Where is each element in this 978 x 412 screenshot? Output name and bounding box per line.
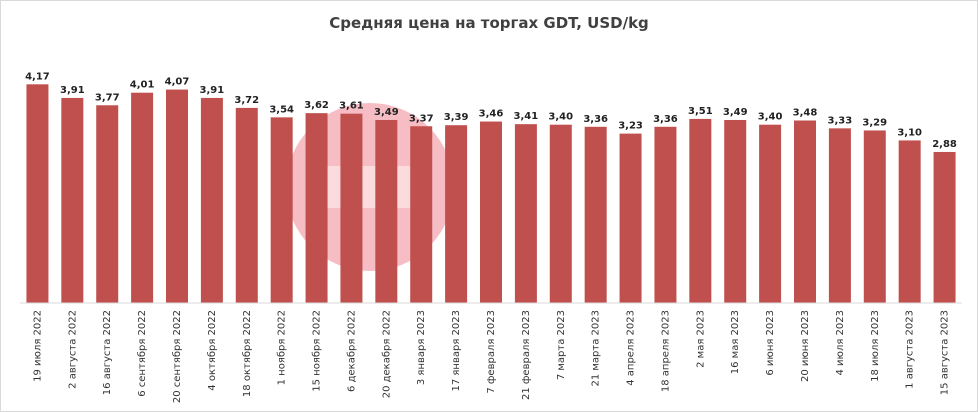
bar — [166, 89, 188, 303]
category-label: 21 марта 2023 — [591, 310, 602, 387]
category-label: 19 июля 2022 — [32, 310, 43, 382]
category-label: 16 мая 2023 — [730, 310, 741, 374]
category-label: 18 апреля 2023 — [660, 310, 671, 392]
bar — [689, 118, 712, 303]
bar-value-label: 4,07 — [165, 77, 190, 88]
category-label: 4 октября 2022 — [207, 310, 218, 391]
bar — [584, 126, 607, 303]
category-label: 2 мая 2023 — [695, 310, 706, 368]
bar — [340, 113, 363, 304]
category-label: 6 сентября 2022 — [137, 310, 148, 397]
bar — [375, 119, 398, 303]
bar-value-label: 4,01 — [130, 80, 155, 91]
bar-value-label: 3,46 — [479, 109, 504, 120]
bar — [514, 124, 537, 303]
category-label: 15 ноября 2022 — [312, 310, 323, 392]
category-label: 4 апреля 2023 — [626, 310, 637, 386]
bar — [410, 126, 433, 303]
category-label: 6 декабря 2022 — [346, 310, 357, 392]
bar — [863, 130, 886, 303]
bar-value-label: 3,36 — [583, 114, 608, 125]
bar-value-label: 3,29 — [862, 117, 887, 128]
bar — [61, 97, 84, 303]
bar-value-label: 3,23 — [618, 121, 643, 132]
bar-value-label: 3,36 — [653, 114, 678, 125]
category-label: 1 августа 2023 — [905, 310, 916, 389]
bar — [235, 107, 258, 303]
bar-value-label: 4,17 — [25, 71, 50, 82]
category-label: 21 февраля 2023 — [521, 310, 532, 400]
bar-value-label: 3,49 — [374, 107, 399, 118]
category-label: 3 января 2023 — [416, 310, 427, 385]
category-label: 20 декабря 2022 — [381, 310, 392, 398]
bar-value-label: 3,39 — [444, 112, 469, 123]
bar — [898, 140, 921, 303]
bar — [933, 151, 956, 303]
category-label: 7 марта 2023 — [556, 310, 567, 380]
category-labels-group: 19 июля 2022 2 августа 2022 16 августа 202… — [32, 310, 950, 403]
bar-value-label: 3,62 — [304, 100, 329, 111]
bar-value-label: 3,37 — [409, 113, 434, 124]
bars-group — [26, 84, 956, 304]
bar-value-label: 3,48 — [793, 107, 818, 118]
bar — [96, 105, 119, 303]
bar-value-label: 3,91 — [200, 85, 225, 96]
bar — [619, 133, 642, 303]
bar — [724, 119, 747, 303]
value-labels-group: 4,17 3,91 3,77 4,01 4,07 3,91 3,72 3,54 3,62 3,61… — [25, 71, 957, 150]
bar — [445, 125, 468, 304]
category-label: 16 августа 2022 — [102, 310, 113, 395]
category-label: 15 августа 2023 — [940, 310, 951, 395]
category-label: 20 июня 2023 — [800, 310, 811, 382]
bar-value-label: 2,88 — [932, 139, 957, 150]
bar — [759, 124, 782, 303]
bar-value-label: 3,77 — [95, 92, 120, 103]
bar-value-label: 3,41 — [514, 111, 539, 122]
category-label: 6 июня 2023 — [765, 310, 776, 376]
bar — [828, 128, 851, 303]
bar-value-label: 3,49 — [723, 107, 748, 118]
category-label: 18 октября 2022 — [242, 310, 253, 397]
category-label: 20 сентября 2022 — [172, 310, 183, 403]
bar — [305, 113, 328, 304]
chart-title: Средняя цена на торгах GDT, USD/kg — [329, 14, 649, 32]
category-label: 7 февраля 2023 — [486, 310, 497, 394]
bar — [654, 126, 677, 303]
bar-value-label: 3,61 — [339, 101, 364, 112]
category-label: 2 августа 2022 — [67, 310, 78, 389]
bar — [549, 124, 572, 303]
category-label: 4 июля 2023 — [835, 310, 846, 376]
bar-value-label: 3,40 — [758, 112, 783, 123]
bar-value-label: 3,54 — [269, 104, 294, 115]
bar — [480, 121, 502, 303]
bar — [794, 120, 816, 304]
bar-value-label: 3,40 — [548, 112, 573, 123]
category-label: 17 января 2023 — [451, 310, 462, 391]
bar — [270, 117, 293, 303]
bar-value-label: 3,72 — [234, 95, 259, 106]
bar-value-label: 3,10 — [897, 127, 922, 138]
category-label: 1 ноября 2022 — [277, 310, 288, 385]
bar — [200, 97, 223, 303]
bar — [26, 84, 49, 303]
bar-value-label: 3,51 — [688, 106, 713, 117]
category-label: 18 июля 2023 — [870, 310, 881, 382]
bar-value-label: 3,33 — [828, 115, 853, 126]
bar — [131, 92, 154, 303]
bar-value-label: 3,91 — [60, 85, 85, 96]
